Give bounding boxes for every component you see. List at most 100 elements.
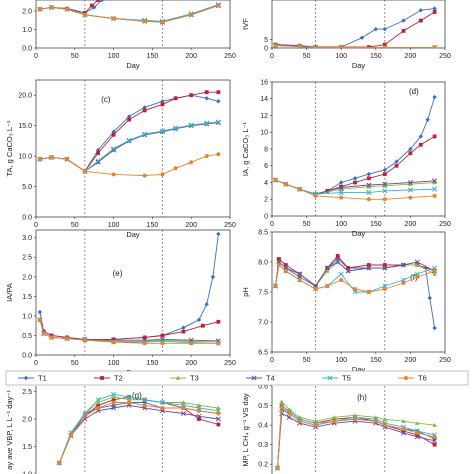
data-point-T6 — [339, 278, 344, 282]
data-point-T2 — [418, 142, 423, 147]
data-point-T6 — [273, 284, 278, 288]
data-point-T2 — [432, 442, 437, 447]
legend-marker-T3 — [175, 375, 181, 380]
data-point-T2 — [142, 335, 147, 340]
data-point-T6 — [181, 406, 186, 410]
data-point-T6 — [313, 287, 318, 291]
data-point-T6 — [82, 414, 87, 419]
y-axis-label: TA, g CaCO₃ L⁻¹ — [5, 120, 14, 177]
y-tick-label: 8.0 — [258, 259, 268, 266]
x-tick-label: 50 — [303, 221, 311, 228]
data-point-T2 — [200, 323, 205, 328]
plot-frame — [35, 229, 231, 356]
data-point-T1 — [432, 325, 437, 331]
data-point-T6 — [415, 430, 420, 435]
data-point-T6 — [37, 317, 42, 322]
data-point-T6 — [276, 263, 281, 267]
data-point-T3 — [181, 400, 186, 405]
panel-label: (g) — [132, 391, 142, 400]
x-tick-label: 150 — [147, 222, 159, 229]
data-point-T1 — [401, 18, 406, 23]
panel-label: (f) — [410, 273, 418, 282]
data-point-T6 — [65, 7, 70, 12]
data-point-T2 — [189, 93, 194, 98]
data-point-T5 — [400, 277, 407, 283]
x-tick-label: 200 — [405, 357, 417, 364]
data-point-T4 — [432, 178, 438, 184]
series-line-T1 — [39, 233, 219, 340]
data-point-T6 — [160, 406, 165, 410]
x-tick-label: 200 — [185, 53, 197, 60]
y-tick-label: 0.0 — [22, 45, 32, 52]
data-point-T1 — [418, 134, 423, 139]
data-point-T6 — [353, 287, 358, 291]
data-point-T5 — [432, 186, 438, 192]
data-point-T6 — [160, 341, 165, 346]
data-point-T5 — [111, 391, 117, 397]
data-point-T6 — [37, 157, 42, 162]
x-tick-label: 50 — [303, 53, 311, 60]
x-tick-label: 50 — [71, 53, 79, 60]
data-point-T6 — [142, 403, 147, 408]
panel-label: (h) — [357, 393, 367, 402]
data-point-T2 — [111, 132, 116, 137]
data-point-T5 — [142, 131, 148, 137]
series-line-T1 — [275, 258, 436, 329]
series-line-T6 — [275, 44, 435, 48]
x-tick-label: 100 — [108, 222, 120, 229]
y-tick-label: 4 — [264, 180, 268, 187]
y-tick-label: 3.0 — [22, 235, 32, 242]
legend-box — [5, 370, 469, 386]
y-axis-label: pH — [241, 287, 250, 297]
data-point-T5 — [159, 128, 166, 134]
data-point-T5 — [111, 146, 117, 152]
data-point-T2 — [216, 90, 221, 95]
panel-label: (e) — [113, 269, 123, 278]
data-point-T2 — [89, 3, 94, 8]
data-point-T2 — [204, 90, 209, 95]
data-point-T1 — [204, 302, 209, 307]
plot-frame — [35, 0, 231, 49]
panel-a: 0.0 1.0 2.0 0 50 100 150 200 250 Day — [22, 0, 236, 70]
x-axis-label: Day — [126, 230, 140, 239]
data-point-T6 — [41, 331, 46, 336]
data-point-T4 — [335, 259, 341, 265]
y-tick-label: 0.5 — [258, 403, 268, 410]
data-point-T5 — [173, 125, 179, 131]
data-point-T1 — [382, 26, 387, 32]
data-point-T6 — [273, 178, 278, 182]
data-point-T1 — [126, 114, 132, 119]
legend-marker-T4 — [251, 375, 257, 381]
y-tick-label: 2.5 — [22, 255, 32, 262]
data-point-T2 — [181, 329, 186, 334]
legend-marker-T5 — [327, 375, 333, 381]
x-tick-label: 250 — [224, 360, 236, 367]
data-point-T6 — [49, 155, 54, 160]
x-tick-label: 200 — [185, 222, 197, 229]
x-axis-label: Day — [352, 365, 366, 374]
series-group — [37, 231, 221, 346]
data-point-T6 — [297, 44, 302, 48]
x-tick-label: 100 — [335, 221, 347, 228]
y-tick-label: 1.0 — [22, 471, 32, 474]
data-point-T3 — [332, 415, 337, 420]
x-tick-label: 150 — [147, 53, 159, 60]
data-point-T6 — [313, 45, 318, 48]
y-tick-label: 2 — [264, 197, 268, 204]
x-tick-label: 250 — [224, 53, 236, 60]
legend-marker-T6 — [404, 376, 408, 380]
y-tick-label: 0.0 — [22, 214, 32, 221]
data-point-T2 — [283, 263, 288, 267]
data-point-T3 — [111, 394, 116, 399]
data-point-T6 — [283, 269, 288, 273]
data-point-T6 — [96, 406, 101, 410]
data-point-T6 — [111, 340, 116, 345]
data-point-T6 — [408, 195, 413, 200]
y-tick-label: 16 — [260, 79, 268, 86]
data-point-T3 — [408, 181, 413, 186]
data-point-T6 — [189, 12, 194, 17]
data-point-T3 — [382, 183, 387, 188]
data-point-T1 — [352, 176, 358, 181]
data-point-T6 — [382, 197, 387, 202]
